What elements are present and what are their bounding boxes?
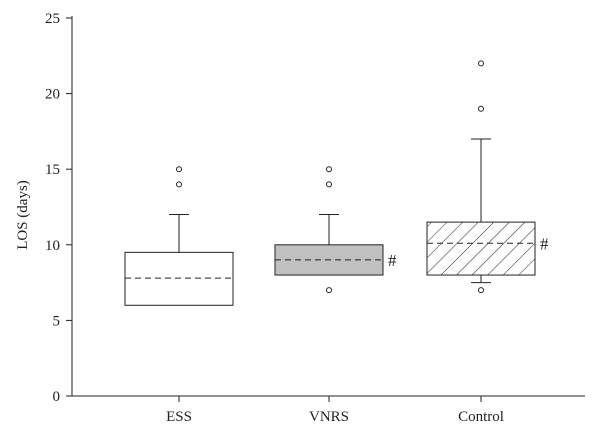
outlier-point — [176, 166, 182, 173]
significance-marker: # — [540, 234, 549, 253]
outlier-point — [478, 105, 484, 112]
outlier-point — [176, 181, 182, 188]
y-tick-label: 15 — [45, 162, 60, 178]
y-tick-label: 10 — [45, 238, 60, 254]
y-tick-label: 5 — [53, 313, 61, 329]
outlier-point — [326, 166, 332, 173]
boxes: ## — [124, 60, 549, 306]
box-body — [124, 251, 234, 306]
y-axis-label: LOS (days) — [15, 180, 31, 250]
x-tick-label: VNRS — [309, 409, 349, 425]
box-ess — [124, 166, 234, 306]
box-body — [426, 221, 536, 276]
box-control: # — [426, 60, 549, 294]
outlier-point — [478, 60, 484, 67]
outlier-point — [326, 181, 332, 188]
y-tick-label: 0 — [53, 389, 61, 405]
y-tick-label: 25 — [45, 11, 60, 27]
y-tick-label: 20 — [45, 87, 60, 103]
x-tick-label: Control — [458, 409, 504, 425]
axes: 0 5 10 15 20 25 ESS VNRS Control — [45, 11, 585, 425]
x-tick-label: ESS — [166, 409, 192, 425]
significance-marker: # — [388, 251, 397, 270]
outlier-point — [478, 287, 484, 294]
box-vnrs: # — [274, 166, 397, 294]
outlier-point — [326, 287, 332, 294]
